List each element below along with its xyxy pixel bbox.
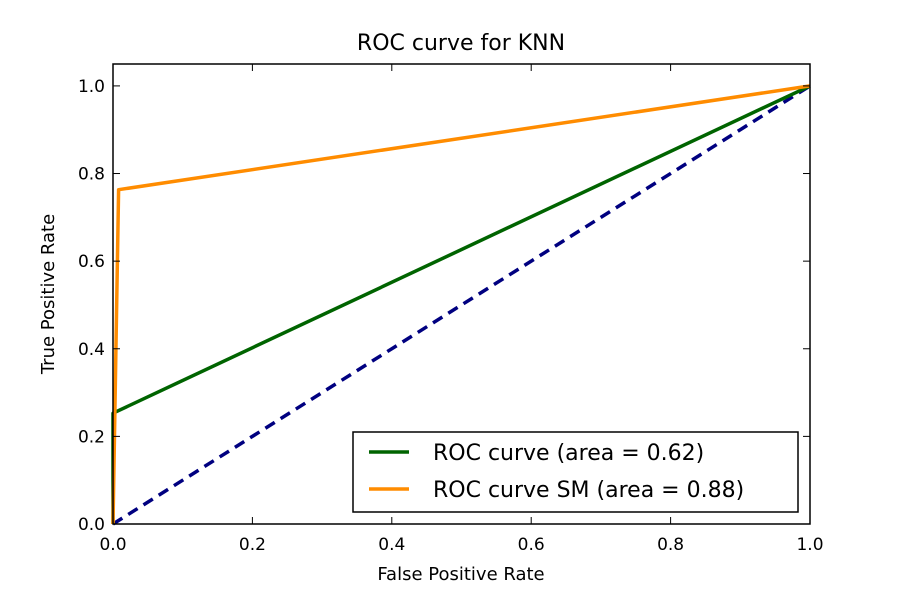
x-tick-label: 0.0: [99, 535, 126, 555]
plot-frame: [112, 63, 811, 525]
y-tick-label: 0.2: [78, 427, 105, 447]
legend-label-series-1: ROC curve (area = 0.62): [433, 441, 704, 466]
chart-title: ROC curve for KNN: [357, 31, 565, 56]
y-tick-label: 0.8: [78, 165, 105, 185]
ticks-layer: 0.0 0.2 0.4 0.6 0.8 1.0 0.0 0.2 0.4 0.6 0.8 1.0: [78, 64, 824, 555]
x-tick-label: 0.6: [518, 535, 545, 555]
y-tick-label: 0.4: [78, 340, 105, 360]
x-tick-label: 0.2: [239, 535, 266, 555]
y-tick-label: 0.0: [78, 515, 105, 535]
legend-box: [352, 431, 799, 513]
x-tick-label: 1.0: [796, 535, 823, 555]
y-axis-label: True Positive Rate: [38, 214, 59, 375]
y-tick-label: 0.6: [78, 252, 105, 272]
y-tick-label: 1.0: [78, 77, 105, 97]
series-line-2: [111, 84, 811, 525]
x-axis-label: False Positive Rate: [377, 564, 544, 585]
x-tick-label: 0.8: [657, 535, 684, 555]
legend: ROC curve (area = 0.62) ROC curve SM (ar…: [352, 431, 799, 513]
x-tick-label: 0.4: [378, 535, 405, 555]
series-line-3: [112, 84, 811, 526]
legend-label-series-2: ROC curve SM (area = 0.88): [433, 478, 744, 503]
